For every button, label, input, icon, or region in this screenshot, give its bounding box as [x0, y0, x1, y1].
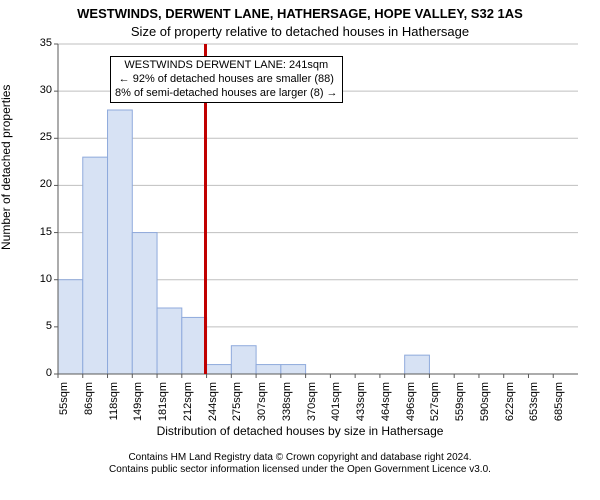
x-tick-label: 338sqm [281, 382, 293, 432]
footer-line1: Contains HM Land Registry data © Crown c… [0, 452, 600, 464]
x-tick-label: 212sqm [182, 382, 194, 432]
x-tick-label: 685sqm [553, 382, 565, 432]
y-tick-label: 5 [46, 320, 52, 332]
x-tick-label: 275sqm [231, 382, 243, 432]
y-axis-label: Number of detached properties [0, 85, 13, 250]
y-tick-label: 20 [40, 178, 52, 190]
x-tick-label: 590sqm [479, 382, 491, 432]
x-tick-label: 149sqm [132, 382, 144, 432]
x-tick-label: 118sqm [108, 382, 120, 432]
x-tick-label: 86sqm [83, 382, 95, 432]
y-tick-label: 25 [40, 131, 52, 143]
annotation-line2: ← 92% of detached houses are smaller (88… [115, 73, 338, 87]
annotation-line1: WESTWINDS DERWENT LANE: 241sqm [115, 59, 338, 73]
footer: Contains HM Land Registry data © Crown c… [0, 452, 600, 476]
chart-container: WESTWINDS, DERWENT LANE, HATHERSAGE, HOP… [0, 0, 600, 500]
x-tick-label: 181sqm [157, 382, 169, 432]
y-tick-label: 10 [40, 273, 52, 285]
annotation-line3: 8% of semi-detached houses are larger (8… [115, 87, 338, 101]
chart-title-line1: WESTWINDS, DERWENT LANE, HATHERSAGE, HOP… [0, 6, 600, 21]
footer-line2: Contains public sector information licen… [0, 464, 600, 476]
x-tick-label: 244sqm [207, 382, 219, 432]
x-tick-label: 559sqm [454, 382, 466, 432]
x-tick-label: 433sqm [355, 382, 367, 432]
y-tick-label: 0 [46, 367, 52, 379]
x-tick-label: 370sqm [306, 382, 318, 432]
annotation-box: WESTWINDS DERWENT LANE: 241sqm ← 92% of … [110, 56, 343, 103]
x-tick-label: 622sqm [504, 382, 516, 432]
x-tick-label: 653sqm [528, 382, 540, 432]
x-tick-label: 401sqm [330, 382, 342, 432]
y-tick-label: 35 [40, 37, 52, 49]
x-tick-label: 307sqm [256, 382, 268, 432]
y-tick-label: 15 [40, 226, 52, 238]
x-tick-label: 55sqm [58, 382, 70, 432]
x-tick-label: 496sqm [405, 382, 417, 432]
y-tick-label: 30 [40, 84, 52, 96]
x-tick-label: 464sqm [380, 382, 392, 432]
chart-title-line2: Size of property relative to detached ho… [0, 24, 600, 39]
x-tick-label: 527sqm [429, 382, 441, 432]
